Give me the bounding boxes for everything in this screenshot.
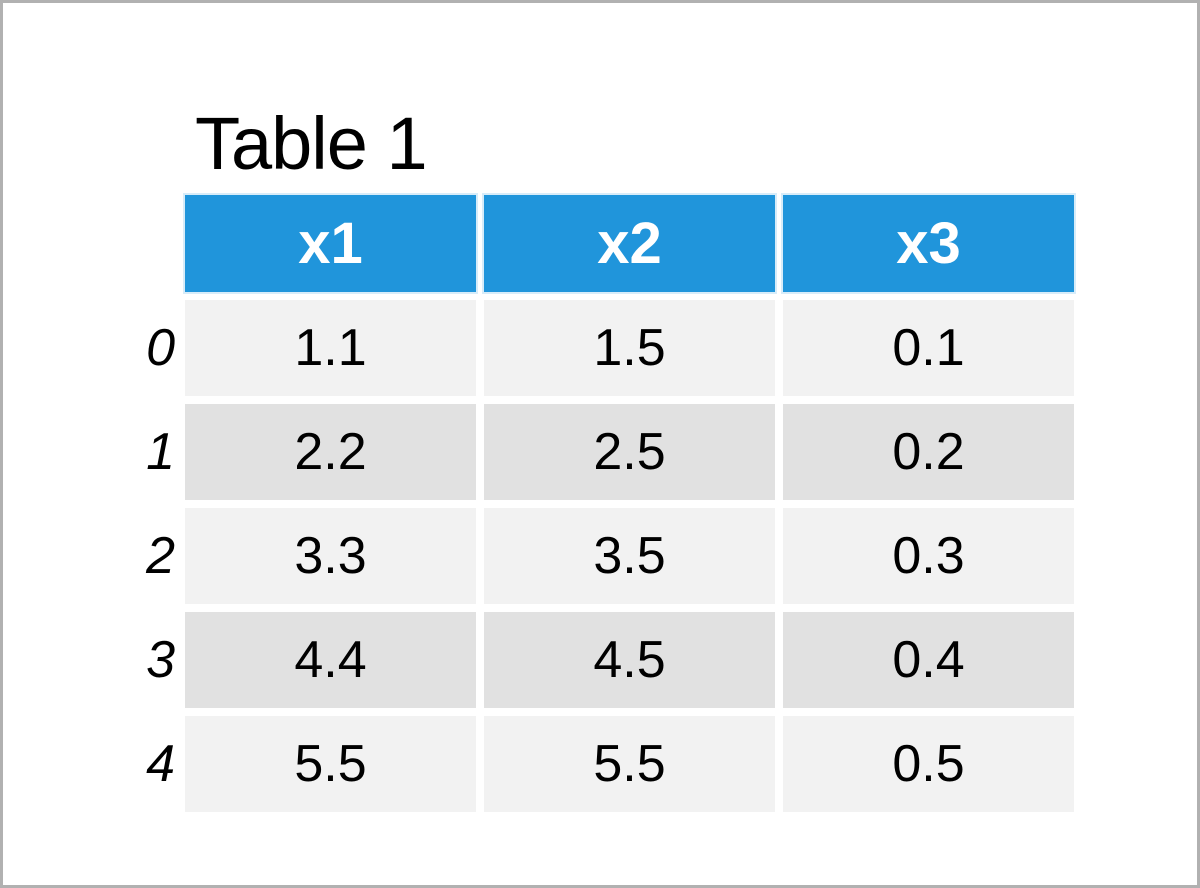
row-index: 3 (146, 631, 175, 689)
table-cell: 5.5 (484, 716, 775, 812)
column-header-x3: x3 (783, 195, 1074, 292)
table-title: Table 1 (195, 102, 428, 185)
table-cell: 0.3 (783, 508, 1074, 604)
table-cell: 4.4 (185, 612, 476, 708)
table-cell: 5.5 (185, 716, 476, 812)
table-cell: 0.5 (783, 716, 1074, 812)
table-cell: 3.5 (484, 508, 775, 604)
data-table: x1 x2 x3 0 1.1 1.5 0.1 1 2.2 2.5 0.2 2 3… (135, 187, 1082, 820)
column-header-x1: x1 (185, 195, 476, 292)
table-cell: 1.1 (185, 300, 476, 396)
column-header-x2: x2 (484, 195, 775, 292)
table-cell: 3.3 (185, 508, 476, 604)
row-index: 4 (146, 735, 175, 793)
table-row: 0 1.1 1.5 0.1 (143, 300, 1074, 396)
table-cell: 0.2 (783, 404, 1074, 500)
row-index: 2 (146, 527, 175, 585)
table-row: 4 5.5 5.5 0.5 (143, 716, 1074, 812)
table-body: 0 1.1 1.5 0.1 1 2.2 2.5 0.2 2 3.3 3.5 0.… (143, 300, 1074, 812)
row-index: 1 (146, 423, 175, 481)
table-cell: 4.5 (484, 612, 775, 708)
header-row: x1 x2 x3 (143, 195, 1074, 292)
table-cell: 2.2 (185, 404, 476, 500)
table-header: x1 x2 x3 (143, 195, 1074, 292)
row-index: 0 (146, 319, 175, 377)
table-cell: 2.5 (484, 404, 775, 500)
table-cell: 0.1 (783, 300, 1074, 396)
table-row: 1 2.2 2.5 0.2 (143, 404, 1074, 500)
table-cell: 0.4 (783, 612, 1074, 708)
table-cell: 1.5 (484, 300, 775, 396)
table-row: 3 4.4 4.5 0.4 (143, 612, 1074, 708)
table-row: 2 3.3 3.5 0.3 (143, 508, 1074, 604)
index-header-blank (143, 195, 177, 292)
